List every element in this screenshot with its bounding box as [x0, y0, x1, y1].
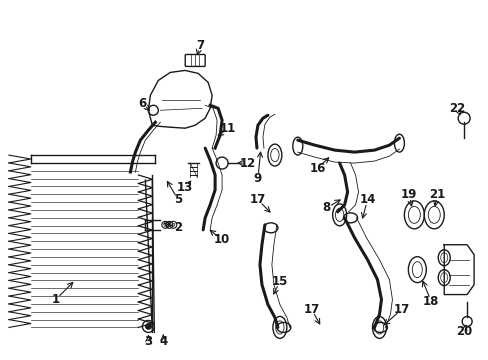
Text: 3: 3 — [144, 335, 152, 348]
Text: 15: 15 — [271, 275, 287, 288]
Text: 17: 17 — [249, 193, 265, 206]
Text: 20: 20 — [455, 325, 471, 338]
Text: 18: 18 — [422, 295, 439, 308]
Text: 9: 9 — [253, 171, 262, 185]
Text: 7: 7 — [196, 39, 204, 52]
Text: 17: 17 — [392, 303, 408, 316]
Text: 1: 1 — [52, 293, 60, 306]
Text: 5: 5 — [174, 193, 182, 206]
Text: 12: 12 — [240, 157, 256, 170]
Text: 16: 16 — [309, 162, 325, 175]
Text: 14: 14 — [359, 193, 375, 206]
Text: 4: 4 — [159, 335, 167, 348]
Text: 17: 17 — [303, 303, 319, 316]
Text: 13: 13 — [177, 181, 193, 194]
Text: 21: 21 — [428, 188, 445, 202]
Circle shape — [145, 323, 151, 329]
Text: 6: 6 — [138, 97, 146, 110]
Text: 22: 22 — [448, 102, 465, 115]
Text: 8: 8 — [322, 201, 330, 215]
Text: 2: 2 — [174, 221, 182, 234]
Text: 11: 11 — [220, 122, 236, 135]
Text: 10: 10 — [214, 233, 230, 246]
Text: 19: 19 — [400, 188, 417, 202]
